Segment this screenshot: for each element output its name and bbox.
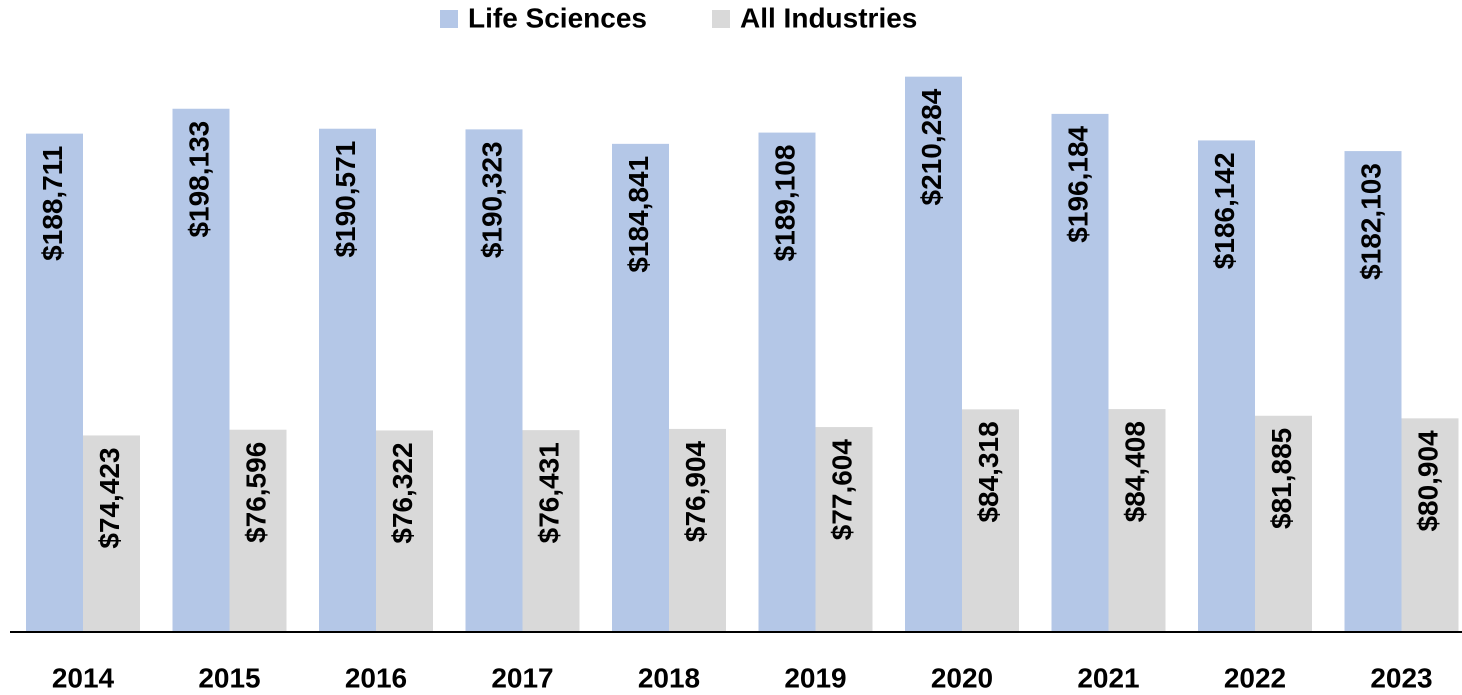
legend-swatch <box>440 10 458 28</box>
bar <box>1401 418 1459 632</box>
bar <box>172 108 230 632</box>
data-label: $182,103 <box>1355 163 1386 280</box>
bar <box>522 430 580 632</box>
data-label: $84,318 <box>973 421 1004 522</box>
x-tick-label: 2022 <box>1224 662 1286 693</box>
bar <box>83 435 140 632</box>
data-label: $77,604 <box>826 439 857 541</box>
bar <box>229 429 287 632</box>
data-label: $76,322 <box>387 442 418 543</box>
data-label: $190,323 <box>476 141 507 258</box>
legend-label: Life Sciences <box>468 2 647 33</box>
x-tick-label: 2023 <box>1370 662 1432 693</box>
data-label: $190,571 <box>330 141 361 258</box>
legend-label: All Industries <box>740 2 917 33</box>
bar <box>319 128 376 633</box>
x-tick-label: 2018 <box>638 662 700 693</box>
data-label: $189,108 <box>769 145 800 262</box>
bar <box>1051 113 1109 633</box>
x-tick-label: 2016 <box>345 662 407 693</box>
x-tick-label: 2017 <box>491 662 553 693</box>
data-label: $81,885 <box>1266 428 1297 529</box>
bar <box>612 143 669 632</box>
bar <box>1108 409 1166 632</box>
data-label: $74,423 <box>94 447 125 548</box>
bar <box>669 428 726 632</box>
bar <box>26 133 83 632</box>
data-label: $188,711 <box>37 146 68 261</box>
data-label: $198,133 <box>183 121 214 238</box>
data-label: $76,596 <box>240 442 271 543</box>
bar <box>1198 140 1255 632</box>
x-tick-label: 2021 <box>1077 662 1139 693</box>
data-label: $80,904 <box>1412 430 1443 532</box>
bar <box>815 427 873 632</box>
bar <box>465 129 523 632</box>
bar <box>758 132 816 633</box>
data-label: $184,841 <box>623 156 654 273</box>
data-label: $84,408 <box>1119 421 1150 522</box>
data-label: $196,184 <box>1062 125 1093 242</box>
legend-swatch <box>712 10 730 28</box>
bar <box>1344 151 1402 633</box>
bar <box>962 409 1019 632</box>
bar <box>376 430 433 632</box>
bar <box>905 76 962 633</box>
x-tick-label: 2014 <box>52 662 115 693</box>
x-tick-label: 2020 <box>931 662 993 693</box>
x-tick-label: 2019 <box>784 662 846 693</box>
data-label: $186,142 <box>1209 152 1240 269</box>
data-label: $76,431 <box>533 442 564 543</box>
data-label: $76,904 <box>680 440 711 542</box>
x-tick-label: 2015 <box>198 662 260 693</box>
data-label: $210,284 <box>916 88 947 205</box>
bar <box>1255 415 1312 632</box>
